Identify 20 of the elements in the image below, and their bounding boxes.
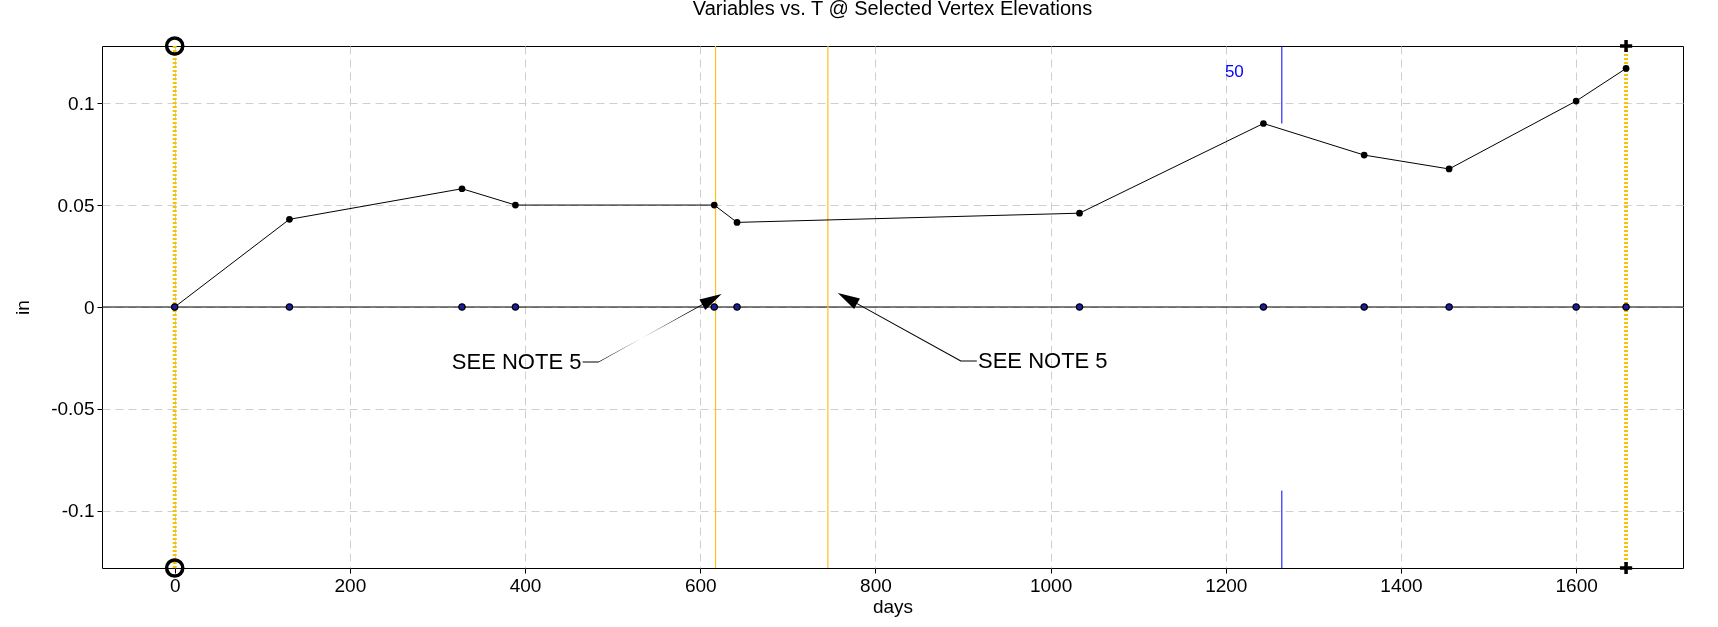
x-tick-label: 600 (684, 574, 717, 596)
x-tick-label: 1200 (1205, 574, 1248, 596)
y-tick-label: -0.05 (51, 398, 95, 420)
chart-title: Variables vs. T @ Selected Vertex Elevations (692, 0, 1093, 19)
y-tick-label: -0.1 (61, 500, 95, 522)
y-axis-title: in (12, 300, 34, 315)
x-tick-label: 0 (169, 574, 181, 596)
x-tick-label: 1400 (1380, 574, 1423, 596)
text: 50 (1224, 62, 1244, 81)
x-tick-label: 400 (509, 574, 542, 596)
annotation: SEE NOTE 5 (451, 349, 582, 374)
x-tick-label: 200 (334, 574, 367, 596)
x-tick-label: 1000 (1029, 574, 1073, 596)
annotation: SEE NOTE 5 (978, 348, 1108, 373)
y-tick-label: 0 (83, 296, 95, 318)
y-tick-label: 0.05 (57, 194, 95, 216)
x-tick-label: 1600 (1555, 574, 1598, 596)
x-tick-label: 800 (860, 574, 892, 596)
y-tick-label: 0.1 (68, 92, 95, 114)
x-axis-title: days (872, 595, 914, 617)
